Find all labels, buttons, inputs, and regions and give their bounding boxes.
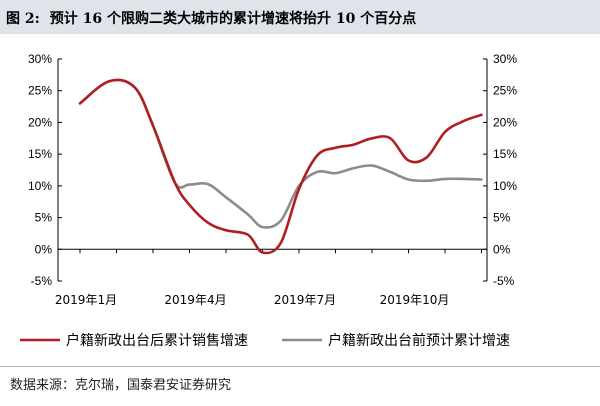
data-source-note: 数据来源：克尔瑞，国泰君安证券研究	[10, 378, 232, 393]
x-tick-label: 2019年7月	[274, 293, 336, 307]
x-tick-label: 2019年4月	[164, 293, 226, 307]
y-tick-label-right: 20%	[493, 115, 517, 129]
y-tick-label-right: 5%	[493, 211, 511, 225]
y-tick-label-right: 25%	[493, 84, 517, 98]
series-line-after-policy	[78, 78, 483, 255]
y-tick-label-right: -5%	[493, 274, 515, 288]
figure-title-bar: 图 2: 预计 16 个限购二类大城市的累计增速将抬升 10 个百分点	[0, 0, 600, 34]
y-tick-label-right: 0%	[493, 242, 511, 256]
line-chart: -5% -5% 0% 0% 5% 5% 10% 10% 15% 15% 20% 20% 25% 25% 30…	[20, 52, 517, 349]
y-tick-label-left: 25%	[28, 84, 52, 98]
y-tick-label-right: 15%	[493, 147, 517, 161]
chart-legend: 户籍新政出台后累计销售增速 户籍新政出台前预计累计增速	[20, 332, 510, 349]
y-tick-label-left: 30%	[28, 52, 52, 66]
source-divider	[0, 366, 600, 367]
series-line-before-policy	[78, 78, 483, 229]
x-tick-label: 2019年1月	[55, 293, 117, 307]
figure-title: 预计 16 个限购二类大城市的累计增速将抬升 10 个百分点	[49, 11, 417, 27]
y-tick-label-left: 20%	[28, 115, 52, 129]
y-tick-label-left: 10%	[28, 179, 52, 193]
y-tick-label-left: 5%	[35, 211, 53, 225]
figure-number: 图 2:	[6, 11, 40, 27]
y-tick-label-left: 0%	[35, 242, 53, 256]
legend-label-after-policy: 户籍新政出台后累计销售增速	[66, 332, 248, 349]
chart-axes: -5% -5% 0% 0% 5% 5% 10% 10% 15% 15% 20% 20% 25% 25% 30…	[28, 52, 517, 307]
y-tick-label-left: 15%	[28, 147, 52, 161]
chart-series	[78, 78, 483, 255]
y-tick-label-right: 30%	[493, 52, 517, 66]
y-tick-label-left: -5%	[31, 274, 53, 288]
y-tick-label-right: 10%	[493, 179, 517, 193]
x-tick-label: 2019年10月	[380, 293, 450, 307]
legend-label-before-policy: 户籍新政出台前预计累计增速	[328, 332, 510, 349]
